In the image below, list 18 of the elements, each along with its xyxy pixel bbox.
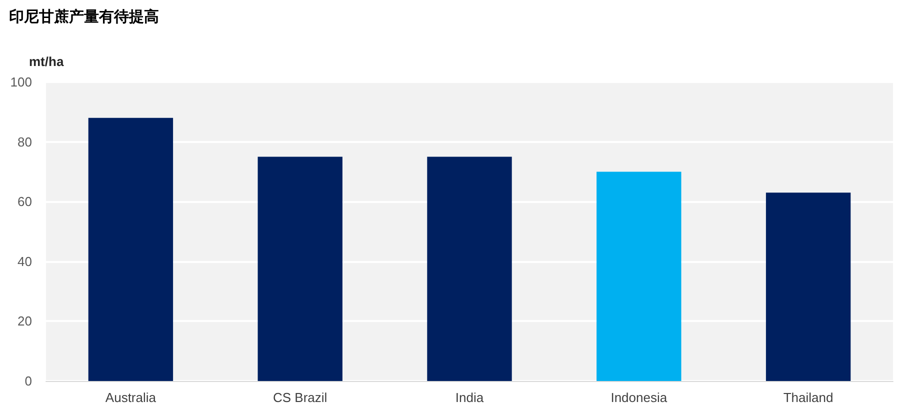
y-tick-label: 100 [10,74,32,90]
x-tick-label: India [455,390,484,405]
x-tick-label: Australia [105,390,157,405]
y-axis-title: mt/ha [29,54,64,69]
bar [766,192,851,381]
bar [596,172,682,381]
bar [258,156,342,381]
bar [88,118,174,381]
y-tick-label: 60 [18,194,32,210]
chart-title: 印尼甘蔗产量有待提高 [9,8,159,26]
y-tick-label: 40 [18,254,32,269]
x-tick-label: CS Brazil [273,390,328,405]
y-tick-label: 20 [18,314,32,329]
bar [427,156,512,381]
x-tick-label: Thailand [783,390,834,405]
y-tick-label: 80 [18,134,32,150]
x-tick-label: Indonesia [610,390,668,405]
y-tick-label: 0 [24,374,32,388]
